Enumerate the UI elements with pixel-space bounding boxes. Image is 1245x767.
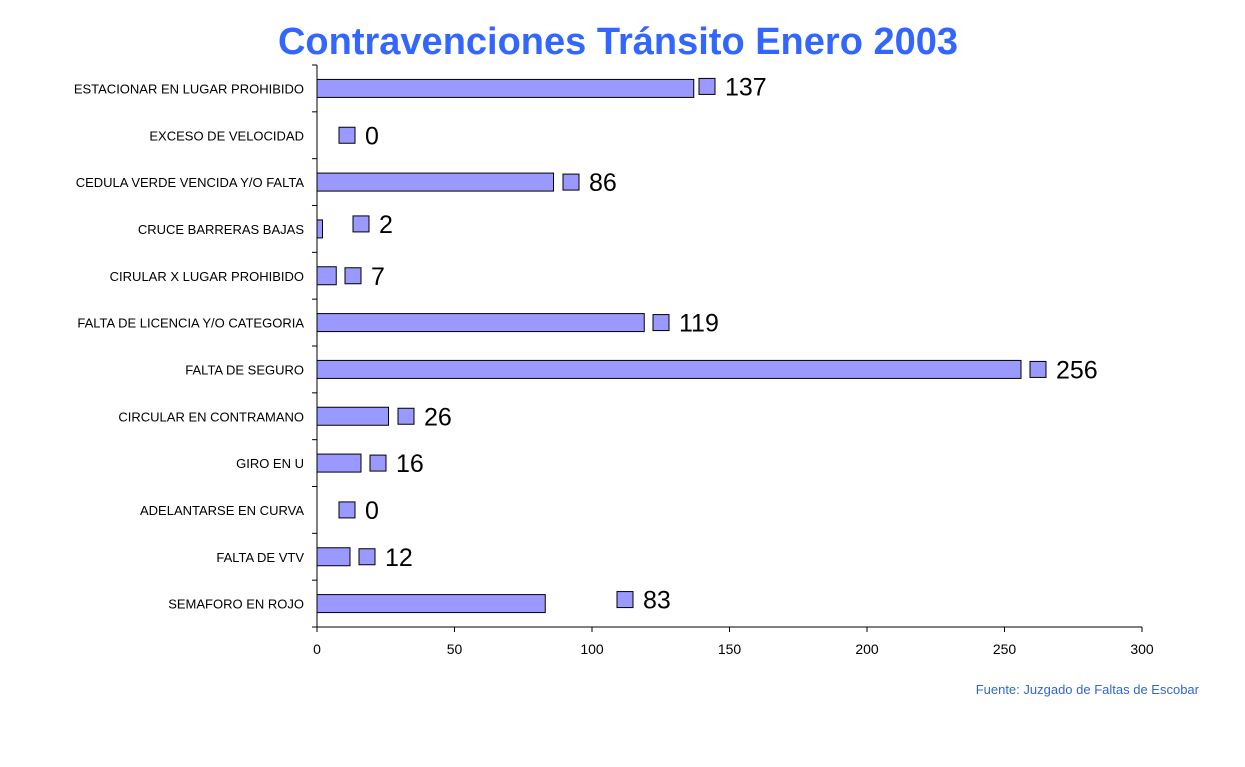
legend-key-marker: [562, 173, 580, 191]
bar: [316, 359, 1022, 379]
x-axis: 0 50 100 150 200 250 300: [313, 626, 1154, 657]
x-tick-label: 100: [580, 641, 604, 657]
category-label: ESTACIONAR EN LUGAR PROHIBIDO: [74, 81, 304, 96]
data-label: 12: [385, 544, 413, 572]
y-axis: ESTACIONAR EN LUGAR PROHIBIDO EXCESO DE V…: [74, 64, 318, 628]
bar: [316, 453, 362, 473]
bar: [316, 594, 546, 614]
category-label: GIRO EN U: [236, 456, 304, 471]
bar: [316, 406, 389, 426]
legend-key-marker: [397, 407, 415, 425]
legend-key-marker: [338, 126, 356, 144]
x-tick-label: 0: [313, 641, 321, 657]
data-label: 256: [1056, 356, 1098, 384]
data-label: 16: [396, 450, 424, 478]
x-tick-label: 50: [447, 641, 463, 657]
data-label: 86: [589, 169, 617, 197]
category-label: CEDULA VERDE VENCIDA Y/O FALTA: [76, 175, 305, 190]
x-tick-label: 200: [855, 641, 879, 657]
category-label: FALTA DE VTV: [216, 550, 304, 565]
legend-key-marker: [616, 591, 634, 609]
category-label: EXCESO DE VELOCIDAD: [149, 128, 304, 143]
data-label: 83: [643, 587, 671, 615]
legend-key-marker: [338, 501, 356, 519]
bar: [316, 78, 695, 98]
category-label: CIRULAR X LUGAR PROHIBIDO: [110, 269, 304, 284]
bar: [316, 266, 337, 286]
bar: [316, 313, 645, 333]
category-label: ADELANTARSE EN CURVA: [140, 503, 304, 518]
legend-key-marker: [1029, 360, 1047, 378]
data-label: 0: [365, 497, 379, 525]
legend-key-marker: [352, 215, 370, 233]
chart-title: Contravenciones Tránsito Enero 2003: [278, 21, 958, 63]
x-tick-label: 250: [993, 641, 1017, 657]
data-label: 137: [725, 73, 767, 101]
bar: [316, 219, 323, 239]
category-label: FALTA DE SEGURO: [185, 362, 304, 377]
legend-key-marker: [358, 548, 376, 566]
source-note: Fuente: Juzgado de Faltas de Escobar: [976, 682, 1200, 697]
bar: [316, 547, 351, 567]
data-label: 119: [679, 310, 719, 338]
category-label: FALTA DE LICENCIA Y/O CATEGORIA: [77, 316, 304, 331]
x-tick-label: 300: [1130, 641, 1154, 657]
data-label: 0: [365, 122, 379, 150]
legend-key-marker: [652, 314, 670, 332]
legend-key-marker: [698, 77, 716, 95]
x-tick-label: 150: [718, 641, 742, 657]
legend-key-marker: [344, 267, 362, 285]
legend-key-marker: [369, 454, 387, 472]
category-label: CIRCULAR EN CONTRAMANO: [118, 409, 304, 424]
data-label: 26: [424, 403, 452, 431]
data-label: 7: [371, 263, 385, 291]
category-label: CRUCE BARRERAS BAJAS: [138, 222, 304, 237]
category-label: SEMAFORO EN ROJO: [168, 597, 304, 612]
bar: [316, 172, 554, 192]
data-label: 2: [379, 211, 393, 239]
